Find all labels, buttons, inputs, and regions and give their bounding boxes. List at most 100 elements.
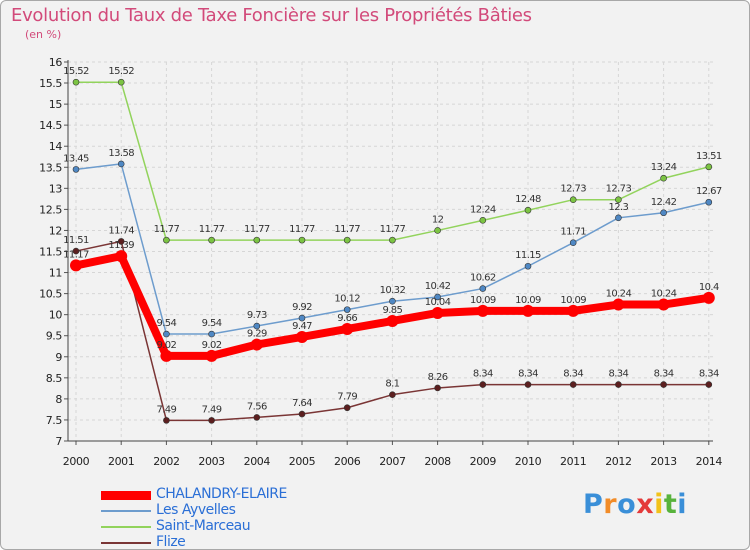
logo-letter: i — [677, 489, 688, 520]
y-tick-label: 13.5 — [39, 161, 62, 174]
data-point — [389, 236, 396, 244]
data-label: 11.17 — [63, 249, 89, 260]
y-tick-label: 14.5 — [39, 119, 62, 132]
logo-letter: P — [583, 489, 604, 520]
x-tick-label: 2003 — [198, 455, 225, 468]
y-tick-label: 15 — [49, 98, 63, 111]
data-point — [72, 247, 80, 255]
data-label: 12 — [432, 214, 444, 225]
data-point — [70, 259, 82, 272]
y-tick-label: 8.5 — [46, 372, 63, 385]
data-label: 10.09 — [470, 295, 496, 306]
data-point — [705, 198, 713, 206]
data-point — [253, 236, 261, 244]
x-tick-label: 2014 — [696, 455, 723, 468]
data-point — [163, 417, 170, 424]
data-label: 12.24 — [470, 204, 496, 215]
data-point — [705, 163, 713, 171]
data-point — [660, 381, 667, 388]
data-point — [115, 250, 128, 263]
data-label: 12.67 — [696, 186, 722, 197]
data-label: 12.73 — [606, 184, 632, 195]
data-point — [524, 262, 532, 270]
data-point — [434, 227, 441, 234]
data-label: 8.34 — [699, 369, 719, 380]
data-label: 10.4 — [699, 282, 719, 293]
y-tick-label: 11.5 — [39, 246, 62, 259]
y-tick-label: 16 — [49, 56, 63, 69]
data-label: 9.02 — [156, 340, 176, 351]
data-point — [660, 209, 667, 217]
data-label: 9.47 — [292, 321, 312, 332]
data-point — [702, 291, 715, 304]
data-point — [479, 381, 487, 388]
legend-label: Saint-Marceau — [156, 518, 251, 534]
data-label: 9.85 — [382, 305, 402, 316]
data-point — [253, 322, 261, 330]
data-label: 10.09 — [560, 295, 586, 306]
data-point — [298, 410, 306, 418]
data-point — [72, 166, 80, 173]
y-tick-label: 10.5 — [39, 288, 62, 301]
data-label: 11.51 — [63, 235, 89, 246]
data-point — [298, 236, 306, 244]
proxiti-logo: Proxiti — [583, 489, 687, 520]
data-label: 11.71 — [560, 227, 586, 238]
data-label: 15.52 — [108, 66, 134, 77]
data-label: 9.92 — [292, 302, 312, 313]
data-label: 8.34 — [608, 369, 628, 380]
data-point — [522, 304, 534, 317]
data-point — [386, 314, 399, 327]
plot-area — [68, 62, 713, 441]
data-label: 10.32 — [380, 285, 406, 296]
logo-letter: o — [617, 489, 637, 520]
data-point — [389, 297, 396, 305]
data-label: 9.54 — [202, 318, 222, 329]
y-tick-label: 13 — [49, 182, 63, 195]
data-label: 10.62 — [470, 273, 496, 284]
data-point — [160, 349, 173, 362]
data-label: 9.02 — [202, 340, 222, 351]
data-point — [253, 414, 261, 421]
data-point — [569, 239, 577, 246]
data-label: 8.1 — [385, 379, 399, 390]
logo-letter: x — [636, 489, 655, 520]
legend-item: Les Ayvelles — [101, 502, 361, 519]
y-tick-label: 9.5 — [46, 330, 63, 343]
data-point — [298, 314, 306, 322]
data-label: 11.77 — [199, 224, 225, 235]
y-tick-label: 12 — [49, 224, 62, 237]
data-point — [615, 214, 622, 222]
data-point — [567, 304, 580, 317]
y-tick-label: 9 — [55, 351, 62, 364]
data-point — [476, 304, 489, 317]
data-point — [657, 298, 670, 311]
y-axis-unit: (en %) — [25, 28, 62, 41]
x-tick-label: 2009 — [470, 455, 497, 468]
data-label: 7.49 — [202, 404, 222, 415]
data-label: 10.04 — [425, 297, 451, 308]
data-label: 9.73 — [247, 310, 267, 321]
x-tick-label: 2000 — [63, 455, 90, 468]
data-point — [705, 381, 713, 388]
data-point — [612, 298, 625, 311]
y-tick-label: 8 — [55, 393, 62, 406]
data-point — [389, 391, 396, 398]
x-tick-label: 2005 — [289, 455, 316, 468]
data-point — [163, 330, 170, 338]
x-tick-label: 2011 — [560, 455, 586, 468]
data-label: 10.42 — [425, 281, 451, 292]
data-point — [208, 330, 215, 338]
x-tick-label: 2007 — [379, 455, 406, 468]
legend-swatch — [101, 491, 151, 500]
legend-swatch — [101, 526, 151, 528]
data-label: 7.49 — [156, 404, 176, 415]
y-tick-label: 7 — [55, 435, 62, 448]
x-tick-label: 2006 — [334, 455, 361, 468]
data-point — [434, 293, 441, 301]
data-point — [524, 381, 532, 388]
y-tick-label: 12.5 — [39, 203, 62, 216]
data-point — [615, 196, 622, 204]
legend-item: Saint-Marceau — [101, 518, 361, 535]
